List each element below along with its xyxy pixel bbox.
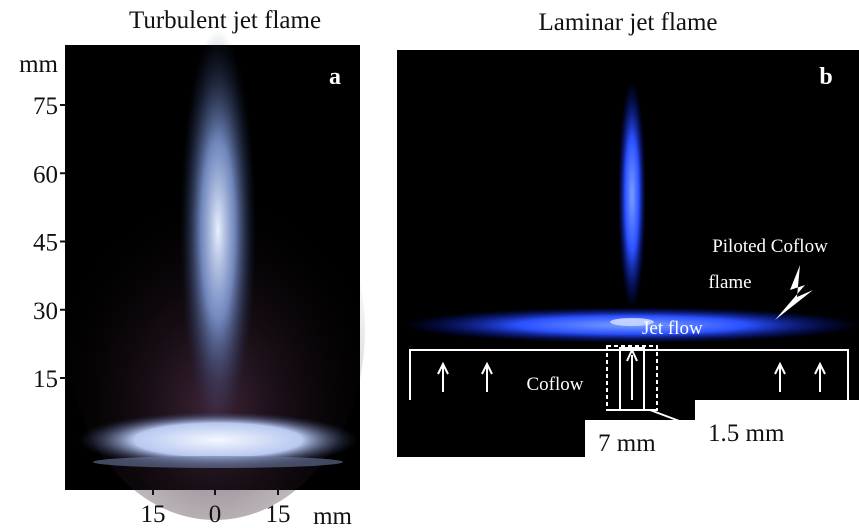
y-tick-label: 15 bbox=[33, 366, 58, 393]
panel-label: b bbox=[819, 64, 832, 90]
x-axis-unit: mm bbox=[313, 503, 352, 528]
y-tick-label: 45 bbox=[33, 230, 58, 257]
annotation: Coflow bbox=[527, 374, 584, 395]
annotation: Piloted Coflow bbox=[712, 236, 828, 257]
y-tick-label: 30 bbox=[33, 298, 58, 325]
x-tick-label: 15 bbox=[266, 501, 291, 528]
x-tick-label: 0 bbox=[209, 501, 222, 528]
panel-title: Laminar jet flame bbox=[538, 9, 717, 36]
panel-title: Turbulent jet flame bbox=[129, 7, 321, 34]
figure: Turbulent jet flame a mm mm 75 60 45 30 15 15… bbox=[0, 0, 859, 528]
x-tick-label: 15 bbox=[141, 501, 166, 528]
annotation: flame bbox=[708, 272, 751, 293]
panel-label: a bbox=[329, 64, 341, 90]
y-tick-label: 75 bbox=[33, 93, 58, 120]
annotation: Jet flow bbox=[642, 318, 703, 339]
y-tick-label: 60 bbox=[33, 161, 58, 188]
annotation: 7 mm bbox=[598, 430, 656, 457]
y-axis-unit: mm bbox=[19, 51, 58, 78]
annotation: 1.5 mm bbox=[708, 420, 785, 447]
photo-a bbox=[65, 30, 365, 520]
